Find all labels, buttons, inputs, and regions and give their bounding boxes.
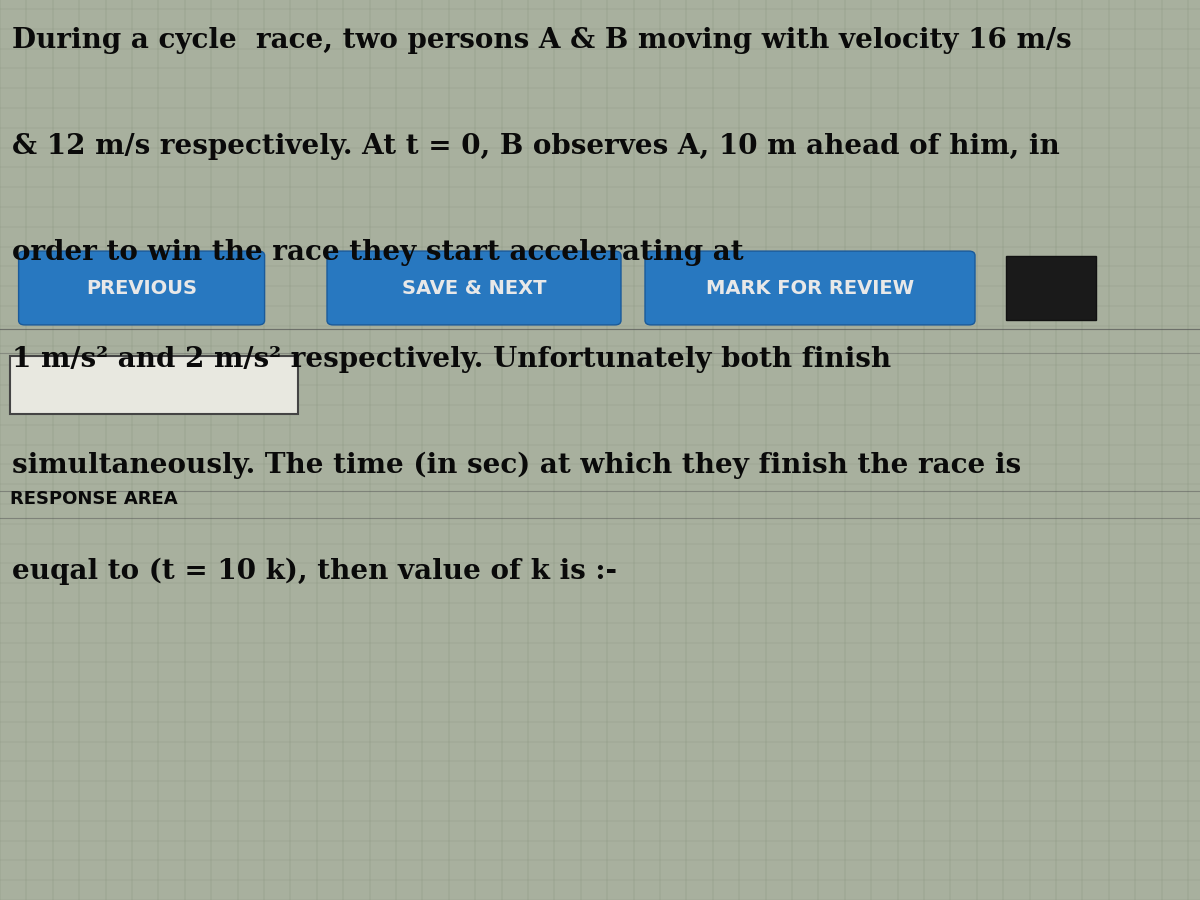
Text: order to win the race they start accelerating at: order to win the race they start acceler… bbox=[12, 239, 744, 266]
FancyBboxPatch shape bbox=[18, 251, 265, 325]
FancyBboxPatch shape bbox=[646, 251, 974, 325]
FancyBboxPatch shape bbox=[326, 251, 622, 325]
Text: euqal to (t = 10 k), then value of k is :-: euqal to (t = 10 k), then value of k is … bbox=[12, 558, 617, 585]
FancyBboxPatch shape bbox=[10, 356, 298, 414]
Text: & 12 m/s respectively. At t = 0, B observes A, 10 m ahead of him, in: & 12 m/s respectively. At t = 0, B obser… bbox=[12, 133, 1060, 160]
Text: SAVE & NEXT: SAVE & NEXT bbox=[402, 278, 546, 298]
Text: PREVIOUS: PREVIOUS bbox=[86, 278, 197, 298]
FancyBboxPatch shape bbox=[1006, 256, 1096, 320]
Text: 1 m/s² and 2 m/s² respectively. Unfortunately both finish: 1 m/s² and 2 m/s² respectively. Unfortun… bbox=[12, 346, 892, 373]
Text: MARK FOR REVIEW: MARK FOR REVIEW bbox=[706, 278, 914, 298]
Text: simultaneously. The time (in sec) at which they finish the race is: simultaneously. The time (in sec) at whi… bbox=[12, 452, 1021, 479]
Text: RESPONSE AREA: RESPONSE AREA bbox=[10, 491, 178, 508]
Text: During a cycle  race, two persons A & B moving with velocity 16 m/s: During a cycle race, two persons A & B m… bbox=[12, 27, 1072, 54]
